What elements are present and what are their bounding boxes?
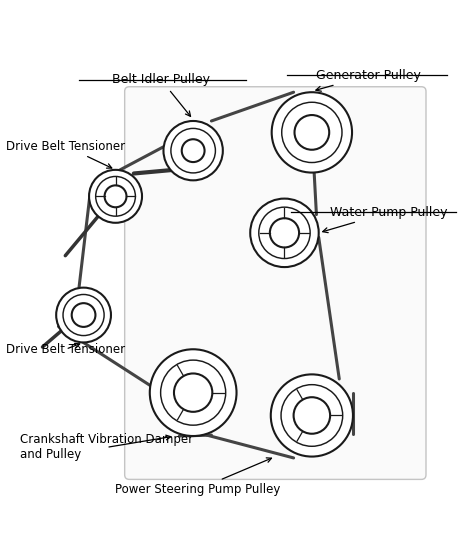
Circle shape xyxy=(272,92,352,173)
Circle shape xyxy=(182,139,205,162)
Circle shape xyxy=(105,185,127,207)
Text: Drive Belt Tensioner: Drive Belt Tensioner xyxy=(6,343,125,356)
Circle shape xyxy=(174,374,212,412)
Text: Water Pump Pulley: Water Pump Pulley xyxy=(323,206,447,233)
Text: Crankshaft Vibration Damper
and Pulley: Crankshaft Vibration Damper and Pulley xyxy=(19,433,193,461)
Circle shape xyxy=(250,199,319,267)
Text: Generator Pulley: Generator Pulley xyxy=(316,69,421,91)
Circle shape xyxy=(293,397,330,434)
Text: Belt Idler Pulley: Belt Idler Pulley xyxy=(112,74,210,116)
Circle shape xyxy=(56,287,111,343)
Text: Drive Belt Tensioner: Drive Belt Tensioner xyxy=(6,140,125,168)
Circle shape xyxy=(150,349,237,436)
Text: Power Steering Pump Pulley: Power Steering Pump Pulley xyxy=(115,458,281,496)
FancyBboxPatch shape xyxy=(125,87,426,480)
Circle shape xyxy=(72,303,95,327)
Circle shape xyxy=(271,374,353,457)
Circle shape xyxy=(89,170,142,223)
Circle shape xyxy=(294,115,329,150)
Circle shape xyxy=(270,218,299,247)
Circle shape xyxy=(164,121,223,180)
